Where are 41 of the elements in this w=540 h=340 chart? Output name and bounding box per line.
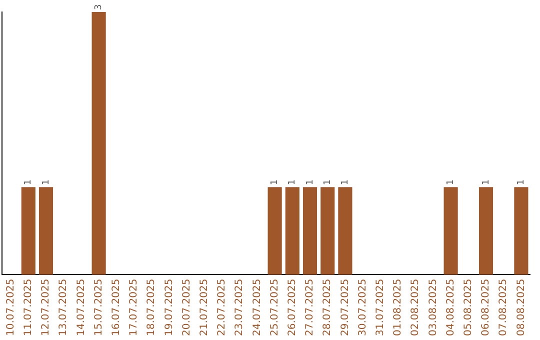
x-tick-label: 19.07.2025 (164, 278, 175, 336)
x-tick-label: 21.07.2025 (198, 278, 210, 336)
x-tick-label: 07.08.2025 (498, 278, 510, 336)
x-tick-label: 13.07.2025 (58, 278, 70, 336)
x-tick-label: 24.07.2025 (252, 278, 263, 336)
x-tick-label: 18.07.2025 (146, 278, 158, 336)
data-label: 3 (94, 4, 104, 10)
x-tick-label: 27.07.2025 (304, 278, 316, 336)
x-tick-label: 11.07.2025 (22, 278, 34, 336)
x-tick-label: 16.07.2025 (110, 278, 122, 336)
x-tick-label: 05.08.2025 (462, 278, 474, 336)
x-tick-label: 01.08.2025 (392, 278, 404, 336)
x-tick-label: 03.08.2025 (428, 278, 439, 336)
x-tick-label: 31.07.2025 (374, 278, 386, 336)
x-tick-label: 25.07.2025 (269, 278, 280, 336)
data-label: 1 (24, 179, 34, 186)
x-tick-label: 23.07.2025 (234, 278, 246, 336)
x-tick-label: 04.08.2025 (445, 278, 456, 336)
data-label: 1 (270, 179, 280, 186)
x-tick-label: 30.07.2025 (357, 278, 368, 336)
x-tick-label: 26.07.2025 (286, 278, 298, 336)
data-label: 1 (305, 179, 316, 186)
x-tick-label: 08.08.2025 (516, 278, 527, 336)
x-tick-label: 12.07.2025 (40, 278, 52, 336)
x-tick-label: 22.07.2025 (216, 278, 228, 336)
data-label: 1 (288, 179, 298, 186)
x-tick-label: 17.07.2025 (128, 278, 140, 336)
data-label: 1 (322, 179, 333, 186)
data-label: 1 (481, 179, 492, 186)
data-label: 1 (41, 179, 52, 186)
x-tick-label: 02.08.2025 (410, 278, 422, 336)
x-tick-label: 10.07.2025 (5, 278, 16, 336)
x-tick-label: 28.07.2025 (322, 278, 334, 336)
x-tick-label: 15.07.2025 (93, 278, 104, 336)
data-label: 1 (446, 179, 456, 186)
x-tick-label: 06.08.2025 (480, 278, 492, 336)
data-label: 1 (340, 179, 351, 186)
x-tick-label: 29.07.2025 (340, 278, 351, 336)
x-tick-label: 14.07.2025 (76, 278, 87, 336)
x-tick-label: 20.07.2025 (181, 278, 192, 336)
data-label: 1 (516, 179, 527, 186)
